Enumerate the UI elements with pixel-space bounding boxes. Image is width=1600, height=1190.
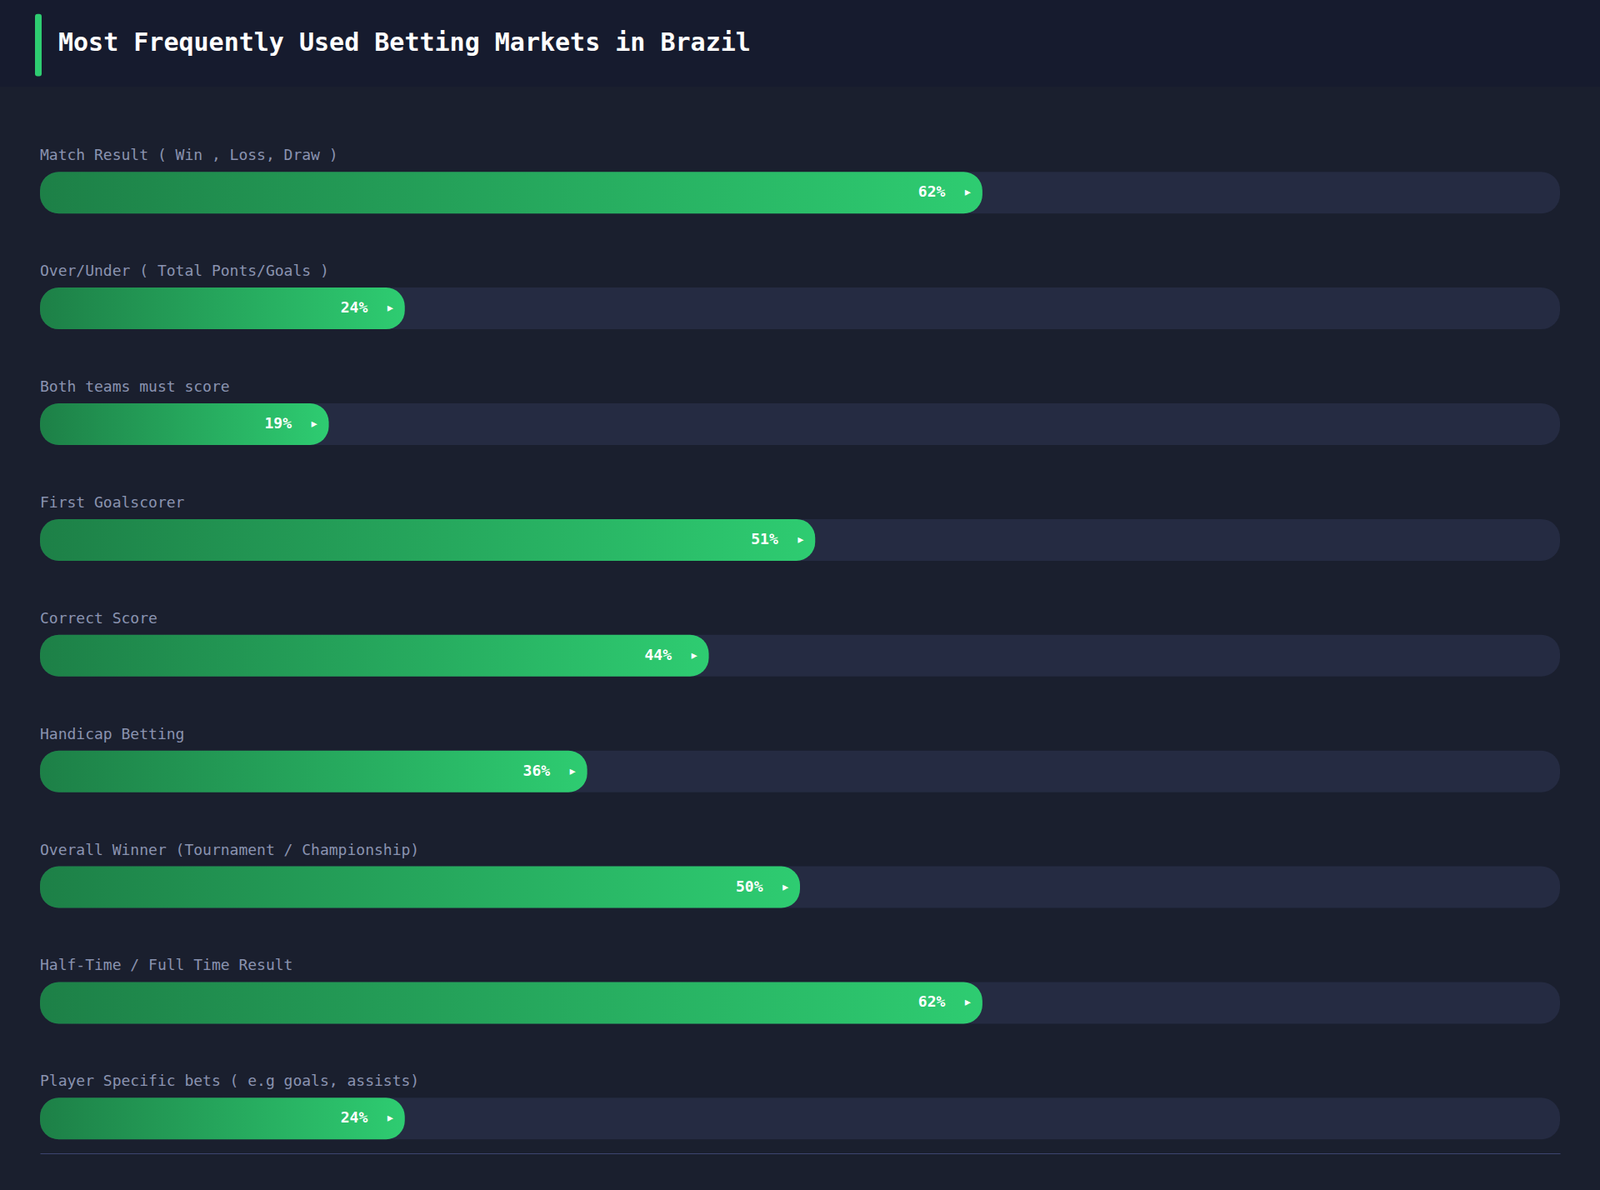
data-label: 44% ▸	[645, 645, 700, 664]
category-label: Half-Time / Full Time Result	[40, 955, 293, 974]
track	[40, 403, 1560, 445]
bar	[40, 635, 710, 677]
track	[40, 287, 1560, 330]
track	[40, 171, 1560, 214]
track	[40, 519, 1560, 561]
data-label: 50% ▸	[735, 877, 790, 895]
data-labels: 62% ▸ 24% ▸ 19% ▸ 51% ▸ 44% ▸ 36% ▸ 50% ▸ 62% ▸…	[265, 182, 973, 1126]
bar	[40, 866, 800, 909]
axis-line	[40, 1153, 1561, 1155]
bar	[40, 519, 815, 561]
category-label: Correct Score	[40, 609, 158, 627]
category-label: First Goalscorer	[40, 493, 185, 511]
category-label: Overall Winner (Tournament / Championshi…	[40, 840, 420, 859]
bar	[40, 171, 983, 214]
track	[40, 866, 1560, 909]
track	[40, 1097, 1560, 1140]
x-axis	[40, 1153, 1561, 1155]
data-label: 62% ▸	[918, 992, 973, 1010]
bar	[40, 750, 588, 793]
category-label: Match Result ( Win , Loss, Draw )	[40, 145, 339, 164]
title-accent	[35, 14, 42, 77]
bar	[40, 1097, 405, 1140]
data-label: 51% ▸	[750, 530, 805, 548]
plot: Match Result ( Win , Loss, Draw ) Over/Un…	[40, 145, 1561, 1154]
background	[0, 0, 1600, 1190]
track	[40, 635, 1560, 677]
track	[40, 981, 1560, 1024]
tracks	[40, 171, 1560, 1140]
category-label: Both teams must score	[40, 377, 230, 395]
data-label: 62% ▸	[918, 182, 973, 200]
data-label: 19% ▸	[265, 414, 320, 432]
bar	[40, 981, 983, 1024]
category-labels: Match Result ( Win , Loss, Draw ) Over/Un…	[40, 145, 420, 1090]
chart: Most Frequently Used Betting Markets in …	[0, 0, 1600, 1190]
bars	[40, 171, 983, 1140]
category-label: Player Specific bets ( e.g goals, assist…	[40, 1071, 420, 1090]
bar	[40, 287, 405, 330]
data-label: 24% ▸	[340, 298, 395, 316]
category-label: Handicap Betting	[40, 725, 185, 743]
track	[40, 750, 1560, 793]
data-label: 24% ▸	[340, 1108, 395, 1126]
category-label: Over/Under ( Total Ponts/Goals )	[40, 261, 330, 280]
header: Most Frequently Used Betting Markets in …	[0, 0, 1600, 87]
bar	[40, 403, 330, 445]
header-background	[0, 0, 1600, 87]
title: Most Frequently Used Betting Markets in …	[58, 27, 751, 57]
data-label: 36% ▸	[523, 761, 578, 780]
